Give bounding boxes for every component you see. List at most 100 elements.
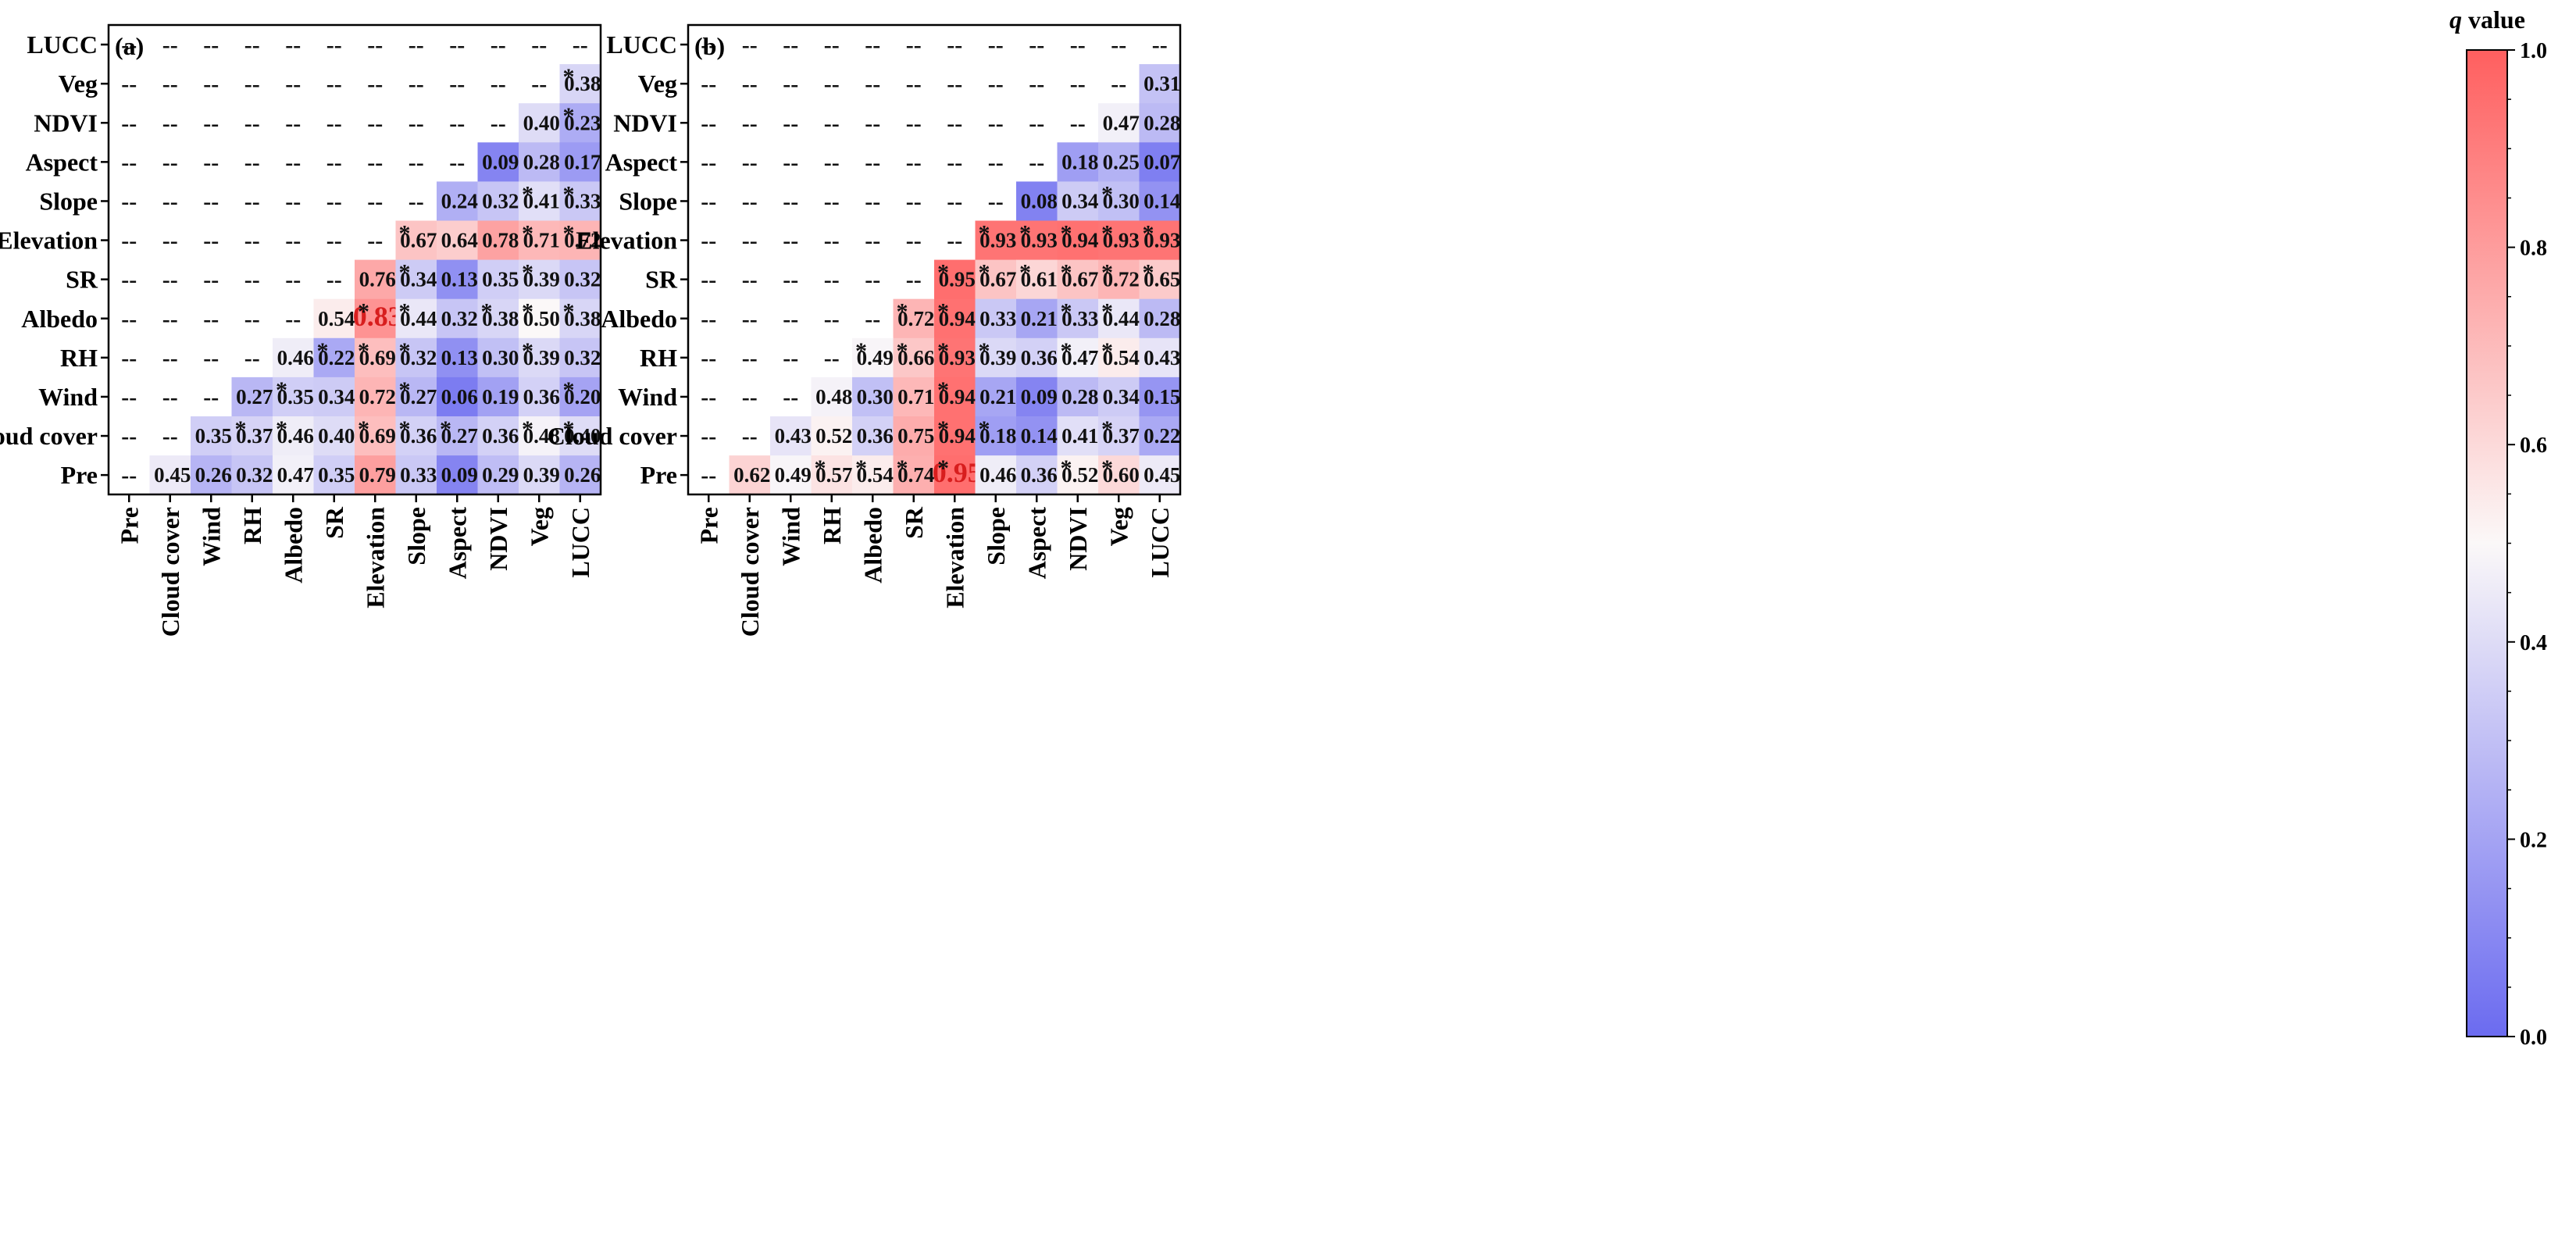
panel-b-empty-cell: -- xyxy=(865,71,880,97)
panel-a-significance-marker: * xyxy=(276,416,287,442)
panel-a-empty-cell: -- xyxy=(491,32,506,58)
panel-b-value-label: 0.14 xyxy=(1021,424,1058,448)
panel-a-significance-marker: * xyxy=(522,260,533,286)
panel-a-value-label: 0.35 xyxy=(318,463,355,487)
panel-b-cell-slope-veg xyxy=(1098,181,1140,222)
panel-b-empty-cell: -- xyxy=(824,267,840,293)
panel-b-empty-cell: -- xyxy=(742,267,758,293)
panel-a-empty-cell: -- xyxy=(367,32,383,58)
panel-a-empty-cell: -- xyxy=(449,32,465,58)
panel-b-cell-cloud-cover-sr xyxy=(893,416,935,456)
panel-b-empty-cell: -- xyxy=(783,384,798,410)
panel-a-cell-rh-aspect xyxy=(437,337,479,378)
panel-a-value-label: 0.50 xyxy=(523,307,560,330)
panel-a-cell-elevation-lucc xyxy=(559,220,601,261)
panel-b-value-label: 0.28 xyxy=(1144,307,1180,330)
panel-a-empty-cell: -- xyxy=(573,32,588,58)
panel-a-cell-pre-albedo xyxy=(273,455,315,495)
colorbar-tick-label: 0.2 xyxy=(2520,828,2547,852)
panel-a-cell-slope-veg xyxy=(519,181,561,222)
panel-b-empty-cell: -- xyxy=(701,267,716,293)
panel-b-cell-sr-aspect xyxy=(1016,259,1058,300)
panel-a-value-label: 0.06 xyxy=(441,385,478,409)
panel-b-cell-pre-cloud-cover xyxy=(729,455,771,495)
panel-a-empty-cell: -- xyxy=(244,32,260,58)
panel-b-value-label: 0.71 xyxy=(897,385,934,409)
panel-a-empty-cell: -- xyxy=(244,267,260,293)
panel-a-cell-elevation-veg xyxy=(519,220,561,261)
panel-b-cell-pre-aspect xyxy=(1016,455,1058,495)
panel-a-empty-cell: -- xyxy=(121,71,137,97)
panel-b-y-tick-label: Cloud cover xyxy=(548,422,677,450)
panel-a-empty-cell: -- xyxy=(285,110,301,136)
panel-b-significance-marker: * xyxy=(1061,221,1072,247)
panel-a-significance-marker: * xyxy=(358,299,369,325)
panel-a-cell-pre-cloud-cover xyxy=(149,455,191,495)
panel-a-value-label: 0.34 xyxy=(318,385,355,409)
panel-a-empty-cell: -- xyxy=(244,71,260,97)
panel-a-empty-cell: -- xyxy=(121,188,137,214)
panel-a-cell-elevation-ndvi xyxy=(477,220,519,261)
panel-b-cell-pre-sr xyxy=(893,455,935,495)
panel-a-cell-wind-ndvi xyxy=(477,376,519,417)
panel-a-value-label: 0.32 xyxy=(564,346,601,369)
panel-b-empty-cell: -- xyxy=(824,32,840,58)
panel-a-value-label: 0.71 xyxy=(523,229,560,252)
panel-a-value-label: 0.35 xyxy=(277,385,314,409)
panel-b-value-label: 0.94 xyxy=(939,424,976,448)
panel-a-cell-albedo-slope xyxy=(395,298,437,339)
panel-a-value-label: 0.22 xyxy=(318,346,355,369)
panel-b-empty-cell: -- xyxy=(906,110,922,136)
panel-b-y-tick-label: RH xyxy=(640,344,677,372)
panel-a-x-tick-label: Cloud cover xyxy=(156,507,184,637)
panel-b-value-label: 0.37 xyxy=(1103,424,1140,448)
panel-b-empty-cell: -- xyxy=(824,345,840,371)
panel-b-cell-wind-elevation xyxy=(934,376,976,417)
panel-b-cell-pre-albedo xyxy=(852,455,894,495)
panel-a-value-label: 0.72 xyxy=(359,385,396,409)
panel-b-cell-wind-sr xyxy=(893,376,935,417)
panel-b-y-tick-label: Aspect xyxy=(605,148,678,176)
panel-a-empty-cell: -- xyxy=(203,32,219,58)
panel-b-empty-cell: -- xyxy=(988,71,1004,97)
panel-a-value-label: 0.27 xyxy=(441,424,478,448)
panel-a-x-tick-label: Aspect xyxy=(443,507,471,580)
panel-a-value-label: 0.38 xyxy=(564,72,601,95)
panel-a-cell-sr-aspect xyxy=(437,259,479,300)
panel-a-value-label: 0.13 xyxy=(441,268,478,291)
panel-a-significance-marker: * xyxy=(522,416,533,442)
panel-b-value-label: 0.28 xyxy=(1061,385,1098,409)
colorbar-tick-label: 0.4 xyxy=(2520,631,2547,655)
panel-b-cell-sr-slope xyxy=(975,259,1017,300)
panel-a-cell-cloud-cover-ndvi xyxy=(477,416,519,456)
panel-b-cell-sr-ndvi xyxy=(1057,259,1099,300)
panel-a-significance-marker: * xyxy=(399,416,411,442)
panel-b-cell-elevation-veg xyxy=(1098,220,1140,261)
panel-a-value-label: 0.37 xyxy=(236,424,273,448)
panel-a-empty-cell: -- xyxy=(285,228,301,254)
panel-a-cell-wind-sr xyxy=(313,376,355,417)
panel-a-significance-marker: * xyxy=(522,299,533,325)
panel-a-cell-cloud-cover-lucc xyxy=(559,416,601,456)
panel-b-significance-marker: * xyxy=(1101,181,1113,207)
panel-b-value-label: 0.34 xyxy=(1103,385,1140,409)
panel-a-empty-cell: -- xyxy=(285,32,301,58)
panel-a-value-label: 0.44 xyxy=(400,307,437,330)
panel-a-significance-marker: * xyxy=(563,416,575,442)
panel-a-empty-cell: -- xyxy=(203,188,219,214)
panel-b-value-label: 0.57 xyxy=(815,463,852,487)
panel-a-value-label: 0.46 xyxy=(277,424,314,448)
panel-b-x-tick-label: Elevation xyxy=(940,507,969,608)
panel-a-value-label: 0.36 xyxy=(400,424,437,448)
panel-b-cell-cloud-cover-rh xyxy=(811,416,853,456)
panel-b-value-label: 0.36 xyxy=(1021,346,1058,369)
panel-b-value-label: 0.18 xyxy=(1061,150,1098,173)
panel-a-value-label: 0.26 xyxy=(564,463,601,487)
panel-b-cell-rh-sr xyxy=(893,337,935,378)
colorbar: 0.0 0.2 0.4 0.6 0.8 1.0 q value xyxy=(2449,5,2547,1050)
panel-a-empty-cell: -- xyxy=(162,345,178,371)
panel-b-empty-cell: -- xyxy=(1029,32,1044,58)
panel-b-empty-cell: -- xyxy=(742,149,758,175)
panel-b-value-label: 0.36 xyxy=(1021,463,1058,487)
panel-b-cell-rh-slope xyxy=(975,337,1017,378)
